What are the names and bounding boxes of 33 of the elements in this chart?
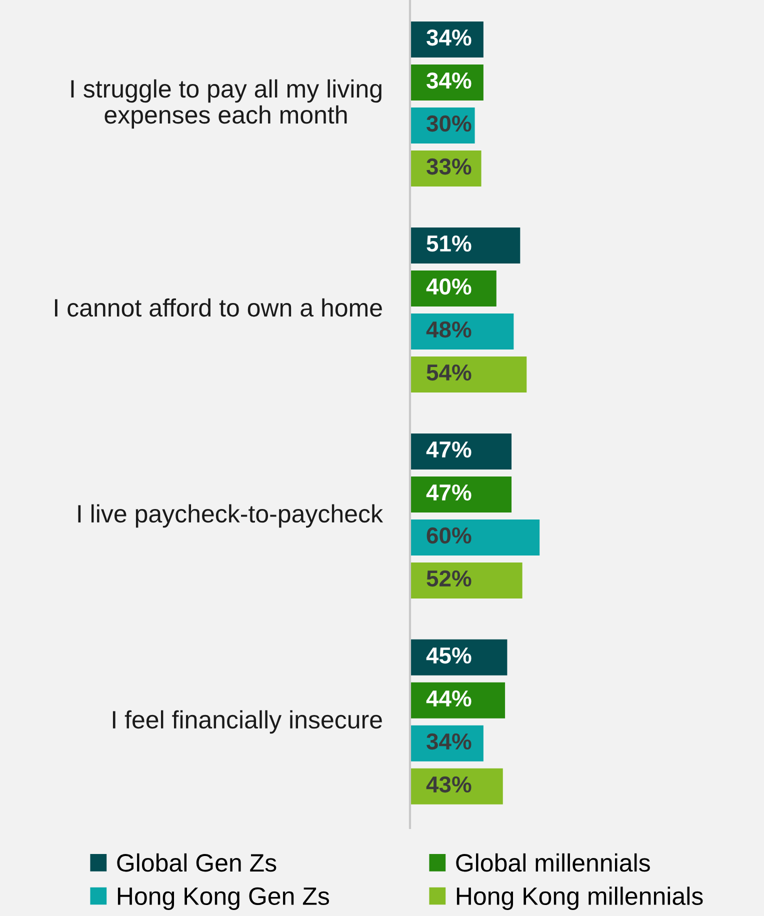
legend-label: Hong Kong millennials — [456, 886, 703, 910]
data-label: 47% — [426, 484, 472, 501]
data-label: 33% — [426, 158, 472, 175]
data-label: 43% — [426, 776, 472, 793]
bar — [410, 476, 512, 512]
data-label: 40% — [426, 278, 472, 295]
y-tick-label: I cannot afford to own a home — [55, 298, 382, 317]
data-label: 60% — [426, 527, 472, 544]
legend-label: Global Gen Zs — [117, 853, 276, 872]
bar — [410, 519, 540, 556]
data-label: 52% — [426, 570, 472, 587]
data-label: 30% — [426, 115, 472, 132]
y-tick-label: I live paycheck-to-paycheck — [78, 504, 384, 528]
data-label: 51% — [426, 235, 472, 252]
bar — [410, 768, 503, 804]
bar — [410, 562, 522, 598]
legend-label: Global millennials — [456, 853, 650, 872]
y-tick-label: I struggle to pay all my living expenses each month — [71, 79, 382, 129]
data-label: 34% — [426, 72, 472, 89]
legend-label: Hong Kong Gen Zs — [118, 887, 330, 910]
bar — [410, 433, 512, 470]
data-label: 48% — [426, 321, 472, 338]
y-tick-label: I feel financially insecure — [112, 710, 382, 734]
data-label: 54% — [426, 364, 472, 381]
bar — [410, 227, 520, 264]
bar — [410, 313, 514, 350]
data-label: 45% — [426, 647, 472, 664]
data-label: 34% — [426, 29, 472, 46]
bar — [410, 682, 506, 718]
data-label: 44% — [426, 690, 472, 707]
bar — [410, 356, 527, 392]
data-label: 47% — [426, 441, 472, 458]
data-label: 34% — [426, 733, 472, 750]
